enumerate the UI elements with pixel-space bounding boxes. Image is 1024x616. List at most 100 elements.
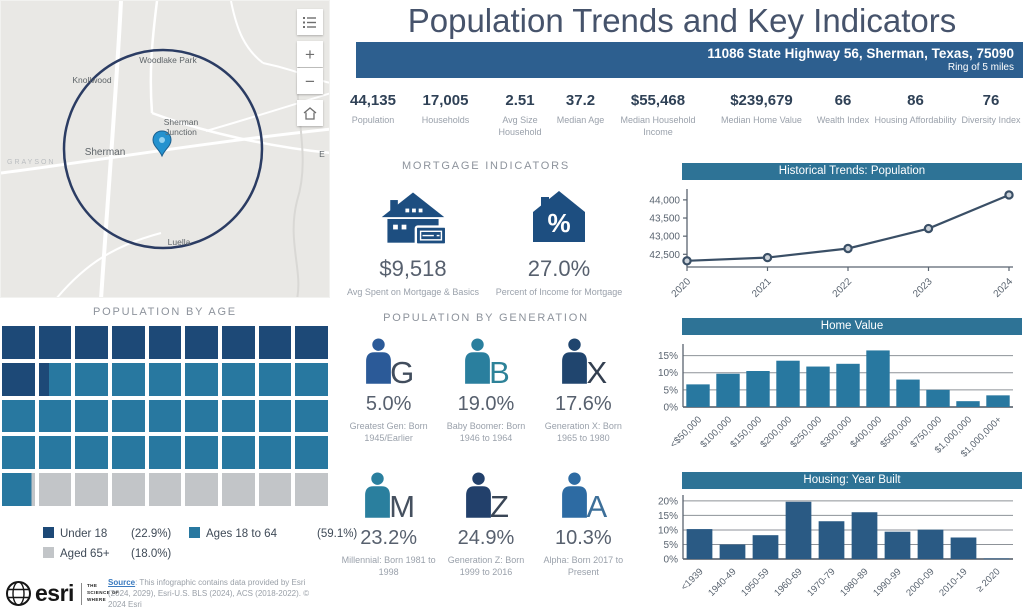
generation-label: Generation X: Born 1965 to 1980 (544, 421, 622, 444)
stat-item: $55,468 Median Household Income (608, 92, 708, 138)
stat-value: 2.51 (505, 92, 535, 109)
waffle-cell (185, 326, 218, 359)
generation-grid: G 5.0% Greatest Gen: Born 1945/Earlier B 19.… (340, 332, 632, 579)
bar (836, 363, 860, 407)
bar (818, 521, 845, 559)
plus-icon: + (305, 44, 315, 64)
page-title: Population Trends and Key Indicators (407, 2, 957, 39)
person-icon (365, 472, 391, 519)
bar (926, 389, 950, 407)
trend-chart-header: Historical Trends: Population (682, 163, 1022, 180)
population-by-age-heading: POPULATION BY AGE (93, 306, 237, 318)
generation-letter: X (586, 354, 608, 390)
population-by-age-waffle-chart (2, 326, 328, 506)
svg-text:1990-99: 1990-99 (871, 566, 903, 598)
ring-5-miles (62, 48, 264, 250)
stat-label: Diversity Index (961, 115, 1021, 125)
waffle-cell (38, 436, 72, 470)
stat-item: 17,005 Households (407, 92, 485, 138)
svg-text:$150,000: $150,000 (728, 414, 764, 450)
svg-text:2022: 2022 (831, 276, 855, 300)
key-stats-row: 44,135 Population 17,005 Households 2.51 Avg … (342, 92, 1022, 138)
stat-label: Median Household Income (620, 115, 696, 137)
minus-icon: − (305, 71, 315, 91)
generation-item: M 23.2% Millennial: Born 1981 to 1998 (340, 466, 437, 578)
home-icon (303, 106, 317, 120)
bar (686, 529, 713, 559)
stat-item: 37.2 Median Age (556, 92, 606, 138)
bar (986, 395, 1010, 407)
person-icon (366, 338, 391, 384)
svg-text:2000-09: 2000-09 (904, 566, 936, 598)
map-label: Woodlake Park (139, 55, 197, 65)
mortgage-indicators: $9,518 Avg Spent on Mortgage & Basics % … (340, 182, 632, 298)
waffle-cell (295, 362, 328, 396)
bar (746, 371, 770, 407)
waffle-cell (38, 326, 72, 359)
waffle-cell (222, 436, 255, 470)
stat-value: 17,005 (422, 92, 469, 109)
waffle-cell (258, 399, 292, 433)
globe-icon (6, 581, 31, 606)
svg-text:2023: 2023 (911, 276, 935, 300)
svg-text:5%: 5% (664, 385, 679, 396)
waffle-cell (38, 362, 72, 396)
waffle-cell (295, 436, 328, 470)
stat-label: Housing Affordability (874, 115, 957, 125)
stat-label: Households (421, 115, 470, 125)
mortgage-stat: $9,518 Avg Spent on Mortgage & Basics (341, 182, 486, 298)
bar (950, 537, 977, 559)
stat-label: Population (351, 115, 395, 125)
stat-label: Avg Size Household (498, 115, 542, 137)
bar (806, 366, 830, 407)
waffle-cell (148, 436, 182, 470)
waffle-cell (222, 326, 255, 359)
year-built-chart-header: Housing: Year Built (682, 472, 1022, 489)
generation-item: A 10.3% Alpha: Born 2017 to Present (535, 466, 632, 578)
stat-item: 44,135 Population (342, 92, 404, 138)
svg-text:43,500: 43,500 (649, 214, 680, 225)
waffle-cell (2, 326, 35, 359)
waffle-cell (38, 473, 72, 506)
waffle-cell (222, 362, 255, 396)
svg-text:1950-59: 1950-59 (739, 566, 771, 598)
legend-item: Under 18 (43, 527, 131, 540)
waffle-cell (75, 362, 108, 396)
person-icon (562, 472, 588, 519)
legend-value: (22.9%) (131, 527, 172, 540)
stat-label: Median Home Value (721, 115, 802, 125)
waffle-cell (2, 473, 35, 506)
map-controls: + − (297, 9, 323, 126)
zoom-in-button[interactable]: + (297, 41, 323, 67)
svg-text:42,500: 42,500 (649, 250, 680, 261)
zoom-out-button[interactable]: − (297, 68, 323, 94)
legend-icon[interactable] (297, 9, 323, 35)
ring-text: Ring of 5 miles (947, 62, 1014, 73)
home-value-chart-header: Home Value (682, 318, 1022, 335)
bar (752, 535, 779, 559)
map-canvas (1, 1, 329, 297)
bar (851, 512, 878, 559)
stat-label: Wealth Index (816, 115, 870, 125)
waffle-cell (185, 362, 218, 396)
waffle-cell (2, 362, 35, 396)
home-button[interactable] (297, 100, 323, 126)
generation-value: 17.6% (554, 393, 612, 415)
map-widget[interactable]: Woodlake Park Knollwood Sherman Junction… (0, 0, 330, 298)
svg-text:1940-49: 1940-49 (706, 566, 738, 598)
generation-item: X 17.6% Generation X: Born 1965 to 1980 (535, 332, 632, 444)
esri-tagline: THE SCIENCE OF WHERE (86, 583, 120, 602)
waffle-cell (38, 399, 72, 433)
stat-value: 37.2 (565, 92, 596, 109)
mortgage-label: Avg Spent on Mortgage & Basics (347, 287, 479, 297)
waffle-cell (148, 362, 182, 396)
map-label: E (319, 149, 325, 159)
source-link[interactable]: Source (108, 578, 136, 587)
waffle-cell (148, 326, 182, 359)
mortgage-indicators-heading: MORTGAGE INDICATORS (401, 160, 571, 172)
generation-label: Baby Boomer: Born 1946 to 1964 (446, 421, 526, 444)
waffle-cell (258, 436, 292, 470)
legend-swatch (43, 547, 54, 558)
svg-text:$500,000: $500,000 (878, 414, 914, 450)
